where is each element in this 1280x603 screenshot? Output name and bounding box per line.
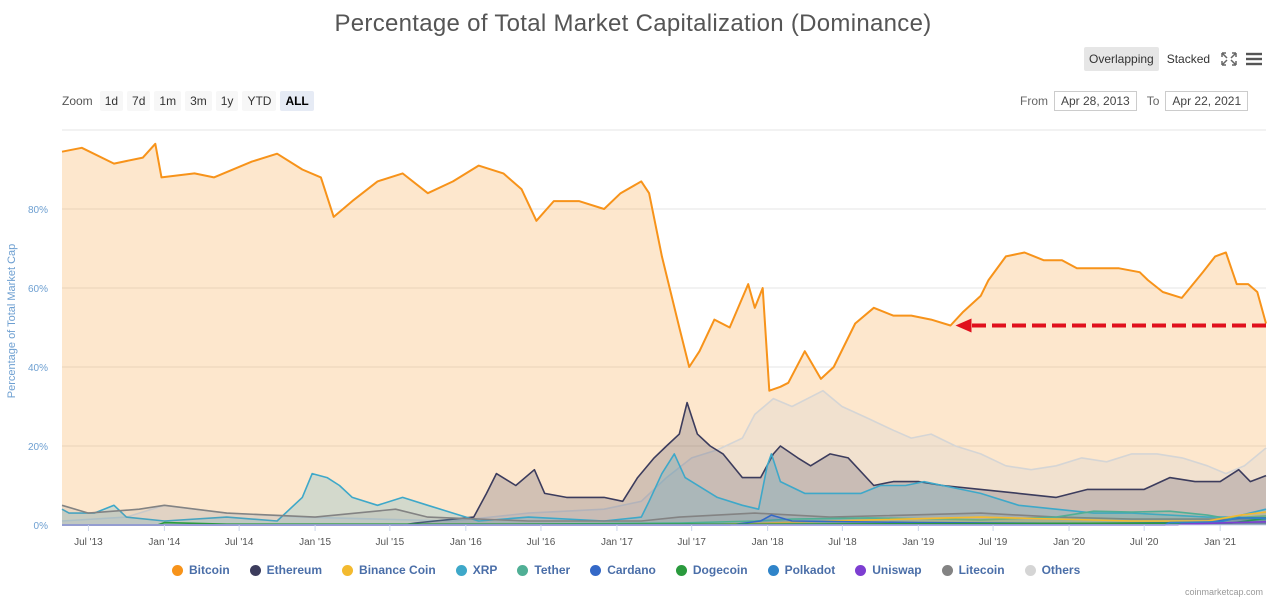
legend-item-litecoin[interactable]: Litecoin bbox=[941, 563, 1005, 577]
zoom-label: Zoom bbox=[62, 94, 93, 108]
to-date-input[interactable]: Apr 22, 2021 bbox=[1165, 91, 1249, 111]
legend-label: XRP bbox=[472, 563, 498, 577]
legend-label: Polkadot bbox=[784, 563, 836, 577]
legend-item-tether[interactable]: Tether bbox=[517, 563, 570, 577]
y-tick-label: 0% bbox=[34, 521, 49, 532]
x-tick-label: Jan '21 bbox=[1204, 537, 1236, 548]
y-tick-label: 20% bbox=[28, 442, 48, 453]
x-tick-label: Jul '16 bbox=[527, 537, 556, 548]
x-tick-label: Jan '14 bbox=[148, 537, 180, 548]
legend-item-ethereum[interactable]: Ethereum bbox=[249, 563, 323, 577]
legend-item-binance-coin[interactable]: Binance Coin bbox=[342, 563, 436, 577]
series-line-litecoin bbox=[61, 504, 1266, 522]
y-tick-label: 60% bbox=[28, 284, 48, 295]
fullscreen-icon[interactable] bbox=[1220, 51, 1238, 67]
x-tick-label: Jul '14 bbox=[225, 537, 254, 548]
zoom-7d-button[interactable]: 7d bbox=[127, 91, 151, 111]
legend-item-uniswap[interactable]: Uniswap bbox=[855, 563, 922, 577]
legend-dot-icon bbox=[455, 564, 467, 576]
legend-label: Others bbox=[1041, 563, 1081, 577]
legend-item-cardano[interactable]: Cardano bbox=[590, 563, 656, 577]
x-tick-label: Jul '20 bbox=[1130, 537, 1159, 548]
legend-label: Tether bbox=[534, 563, 571, 577]
legend-label: Ethereum bbox=[266, 563, 323, 577]
from-label: From bbox=[1020, 94, 1048, 108]
legend-label: Litecoin bbox=[958, 563, 1005, 577]
x-tick-label: Jan '17 bbox=[601, 537, 633, 548]
x-tick-label: Jan '16 bbox=[450, 537, 482, 548]
legend-dot-icon bbox=[675, 564, 687, 576]
zoom-bar: Zoom 1d 7d 1m 3m 1y YTD ALL bbox=[62, 91, 314, 111]
menu-icon[interactable] bbox=[1245, 51, 1263, 67]
legend-label: Cardano bbox=[607, 563, 656, 577]
legend-dot-icon bbox=[249, 564, 261, 576]
legend-label: Bitcoin bbox=[189, 563, 230, 577]
zoom-1m-button[interactable]: 1m bbox=[154, 91, 182, 111]
series-line-bitcoin bbox=[61, 142, 1267, 392]
legend-item-others[interactable]: Others bbox=[1024, 563, 1081, 577]
chart-title: Percentage of Total Market Capitalizatio… bbox=[334, 10, 932, 37]
zoom-1d-button[interactable]: 1d bbox=[99, 91, 124, 111]
dominance-chart: 0% 20% 40% 60% 80% Jul '13 Jan '14 Jul '14 Jan '… bbox=[28, 129, 1267, 548]
stacked-button[interactable]: Stacked bbox=[1166, 52, 1211, 66]
series-line-others bbox=[61, 389, 1267, 522]
y-tick-label: 80% bbox=[28, 205, 48, 216]
legend-label: Binance Coin bbox=[359, 563, 436, 577]
legend-dot-icon bbox=[590, 564, 602, 576]
x-tick-label: Jan '19 bbox=[902, 537, 934, 548]
legend-dot-icon bbox=[767, 564, 779, 576]
series-area-ethereum bbox=[62, 402, 1266, 525]
legend-label: Dogecoin bbox=[692, 563, 748, 577]
to-label: To bbox=[1146, 94, 1160, 108]
legend-item-polkadot[interactable]: Polkadot bbox=[767, 563, 836, 577]
legend-item-bitcoin[interactable]: Bitcoin bbox=[172, 563, 230, 577]
legend-item-dogecoin[interactable]: Dogecoin bbox=[675, 563, 748, 577]
mode-switch: Overlapping Stacked bbox=[1084, 47, 1215, 71]
x-tick-label: Jul '13 bbox=[74, 537, 103, 548]
series-area-binance-coin bbox=[62, 512, 1266, 525]
legend-dot-icon bbox=[342, 564, 354, 576]
legend-dot-icon bbox=[941, 564, 953, 576]
y-tick-label: 40% bbox=[28, 363, 48, 374]
series-area-others bbox=[62, 390, 1266, 525]
x-tick-label: Jul '19 bbox=[979, 537, 1008, 548]
series-line-xrp bbox=[61, 453, 1267, 522]
date-range: From Apr 28, 2013 To Apr 22, 2021 bbox=[1020, 91, 1249, 111]
zoom-3m-button[interactable]: 3m bbox=[185, 91, 212, 111]
chart-legend: Bitcoin Ethereum Binance Coin XRP Tether Card… bbox=[172, 563, 1080, 577]
series-area-tether bbox=[62, 511, 1266, 525]
x-tick-label: Jan '15 bbox=[299, 537, 331, 548]
zoom-ytd-button[interactable]: YTD bbox=[242, 91, 277, 111]
series-area-xrp bbox=[62, 453, 1266, 525]
annotation-arrow-head bbox=[955, 318, 972, 333]
legend-item-xrp[interactable]: XRP bbox=[455, 563, 498, 577]
legend-dot-icon bbox=[517, 564, 529, 576]
x-tick-label: Jul '17 bbox=[677, 537, 706, 548]
overlapping-button[interactable]: Overlapping bbox=[1084, 47, 1159, 71]
legend-dot-icon bbox=[855, 564, 867, 576]
x-tick-label: Jul '15 bbox=[376, 537, 405, 548]
legend-label: Uniswap bbox=[872, 563, 922, 577]
from-date-input[interactable]: Apr 28, 2013 bbox=[1054, 91, 1137, 111]
x-tick-label: Jul '18 bbox=[828, 537, 857, 548]
legend-dot-icon bbox=[172, 564, 183, 576]
series-area-bitcoin bbox=[62, 143, 1266, 526]
x-tick-label: Jan '20 bbox=[1053, 537, 1085, 548]
x-tick-label: Jan '18 bbox=[752, 537, 784, 548]
zoom-1y-button[interactable]: 1y bbox=[215, 91, 239, 111]
credits[interactable]: coinmarketcap.com bbox=[1184, 587, 1263, 597]
legend-dot-icon bbox=[1024, 564, 1036, 576]
zoom-all-button[interactable]: ALL bbox=[280, 91, 314, 111]
